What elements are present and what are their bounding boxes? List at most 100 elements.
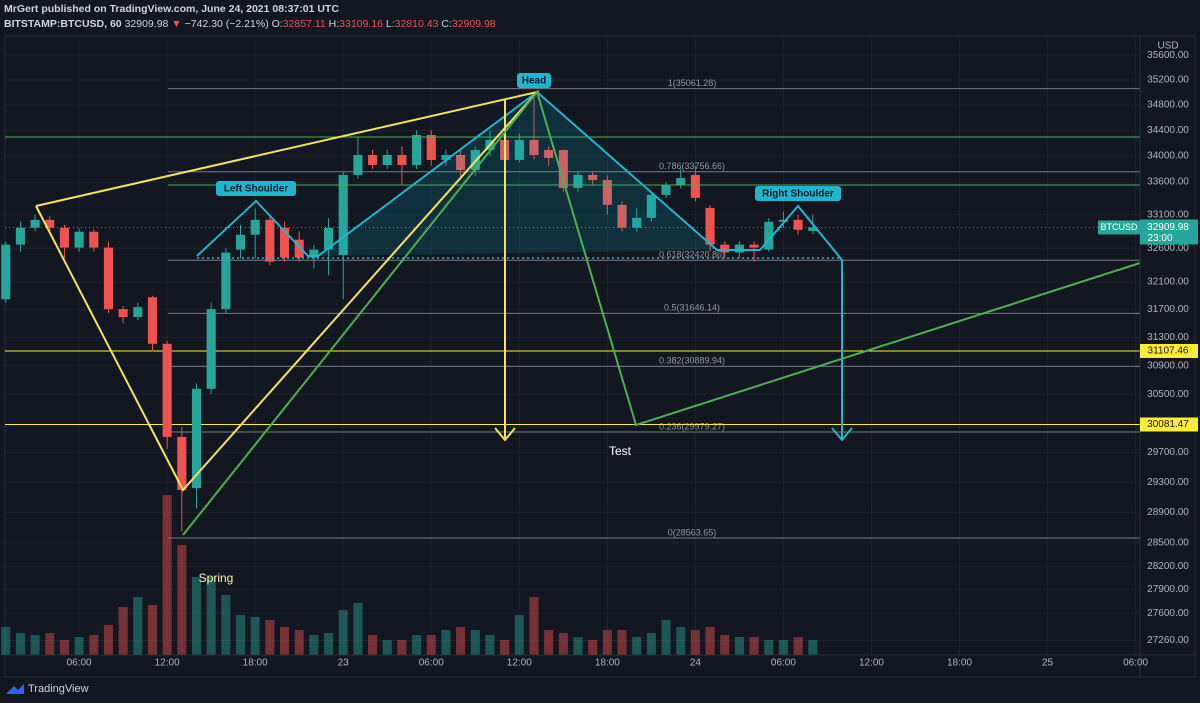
arrow-head <box>494 427 516 442</box>
h-value: 33109.16 <box>339 18 383 30</box>
y-tick-label: 29700.00 <box>1147 447 1189 458</box>
volume-bar <box>147 605 158 655</box>
candle-body <box>529 139 539 155</box>
candle-body <box>221 252 231 310</box>
volume-bar <box>235 615 246 655</box>
volume-bar <box>59 640 69 655</box>
candle-body <box>191 388 202 489</box>
o-label: O: <box>271 18 283 30</box>
candle-body <box>617 204 627 228</box>
x-tick-label: 12:00 <box>859 658 884 669</box>
volume-bar <box>778 640 788 655</box>
symbol: BITSTAMP:BTCUSD, 60 <box>4 18 122 30</box>
candle-body <box>632 217 642 228</box>
candle-body <box>705 207 715 245</box>
y-tick-label: 31300.00 <box>1147 332 1189 343</box>
annotation: Spring <box>199 571 234 585</box>
candle-body <box>1 244 11 300</box>
x-tick-label: 06:00 <box>771 658 796 669</box>
volume-bar <box>632 637 642 655</box>
volume-bar <box>514 615 524 655</box>
green-path <box>182 89 1141 536</box>
volume-bar <box>294 630 304 655</box>
candle-body <box>588 174 598 181</box>
volume-bar <box>500 640 510 655</box>
candle-body <box>412 134 422 165</box>
volume-bar <box>646 633 656 655</box>
volume-bar <box>470 630 480 655</box>
candle-body <box>265 219 275 262</box>
drawings <box>5 89 1141 536</box>
candle-body <box>206 309 216 389</box>
candle-body <box>573 174 583 188</box>
candle-body <box>324 227 334 250</box>
candle-body <box>89 231 99 248</box>
change: −742.30 (−2.21%) <box>184 18 269 30</box>
volume-bar <box>793 637 803 655</box>
volume-bar <box>734 637 744 655</box>
candle-body <box>30 219 40 228</box>
y-tick-label: 33600.00 <box>1147 177 1189 188</box>
candle-body <box>720 244 730 253</box>
candle-body <box>764 221 774 250</box>
volume-bar <box>15 633 25 655</box>
volume-bar <box>118 607 128 655</box>
candle-body <box>74 231 84 248</box>
volume-bar <box>133 597 143 655</box>
candle-body <box>661 184 671 195</box>
volume-bar <box>588 640 598 655</box>
volume-bar <box>573 637 583 655</box>
volume-bar <box>617 630 627 655</box>
candle-body <box>778 219 788 222</box>
volume-bar <box>382 640 392 655</box>
x-tick-label: 18:00 <box>595 658 620 669</box>
candle-body <box>602 180 612 205</box>
c-value: 32909.98 <box>451 18 496 30</box>
candle-body <box>397 154 407 165</box>
logo-mark <box>6 684 24 694</box>
logo: TradingView <box>6 683 89 695</box>
change-arrow: ▼ <box>171 18 182 30</box>
candle-body <box>118 309 128 318</box>
countdown: 23:00 <box>1147 233 1172 244</box>
volume-bar <box>265 620 275 655</box>
brand: TradingView <box>28 683 89 695</box>
volume-bar <box>89 635 99 655</box>
volume-bar <box>705 627 715 655</box>
candle-body <box>690 174 700 198</box>
volume-bar <box>544 630 554 655</box>
y-tick-label: 32100.00 <box>1147 277 1189 288</box>
price-tag <box>1140 417 1198 432</box>
h-label: H: <box>328 18 340 30</box>
volume-bar <box>162 495 172 655</box>
y-tick-label: 35200.00 <box>1147 75 1189 86</box>
volume-bar <box>177 545 187 655</box>
l-value: 32810.43 <box>394 18 439 30</box>
fib-label: 0.618(32420.86) <box>659 250 725 260</box>
candle-body <box>382 154 392 165</box>
candle-body <box>456 154 466 170</box>
x-tick-label: 23 <box>338 658 350 669</box>
candle-body <box>235 234 246 250</box>
candle-body <box>162 343 172 437</box>
candle-body <box>338 174 348 255</box>
y-tick-label: 28500.00 <box>1147 538 1189 549</box>
candle-body <box>793 219 803 230</box>
volume-bar <box>558 633 568 655</box>
volume-bar <box>720 635 730 655</box>
y-tick-label: 27600.00 <box>1147 608 1189 619</box>
candle-body <box>676 177 686 185</box>
x-tick-label: 12:00 <box>507 658 532 669</box>
y-tick-label: 30900.00 <box>1147 360 1189 371</box>
candle-body <box>279 227 290 258</box>
volume-bar <box>74 637 84 655</box>
last-price-tag <box>1140 219 1198 245</box>
volume-bar <box>397 640 407 655</box>
head-shoulders <box>196 90 843 438</box>
volume-bar <box>324 633 334 655</box>
volume-bar <box>808 640 818 655</box>
price-tag-label: 30081.47 <box>1147 419 1189 430</box>
x-tick-label: 25 <box>1042 658 1054 669</box>
